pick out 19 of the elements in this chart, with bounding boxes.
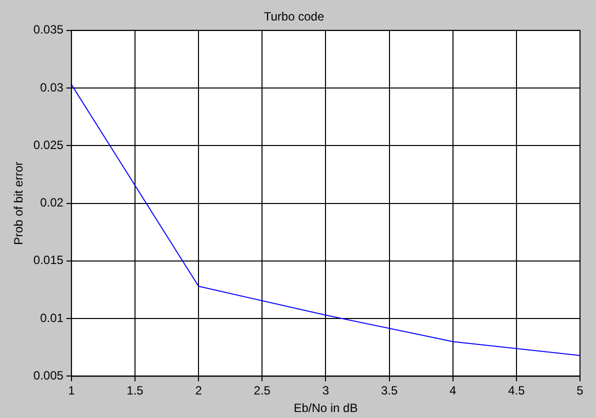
x-tick-label: 1.5	[126, 384, 144, 398]
x-tick-label: 1	[68, 384, 76, 398]
x-tick-label: 4	[450, 384, 457, 398]
x-tick-label: 3.5	[380, 384, 398, 398]
x-tick-label: 2.5	[254, 384, 271, 398]
chart-title: Turbo code	[264, 10, 324, 24]
x-tick-label: 3	[322, 384, 330, 398]
y-tick-label: 0.005	[33, 368, 64, 383]
x-axis-title: Eb/No in dB	[294, 401, 358, 416]
y-axis-title: Prob of bit error	[12, 162, 26, 245]
y-tick-label: 0.02	[40, 196, 64, 210]
y-tick-label: 0.025	[33, 138, 64, 152]
y-tick-label: 0.035	[33, 22, 64, 37]
y-tick-label: 0.03	[40, 80, 64, 94]
y-tick-label: 0.015	[33, 253, 64, 268]
y-tick-label: 0.01	[40, 310, 64, 325]
x-tick-label: 5	[576, 384, 584, 398]
x-tick-label: 4.5	[508, 384, 526, 398]
x-tick-label: 2	[195, 384, 202, 398]
